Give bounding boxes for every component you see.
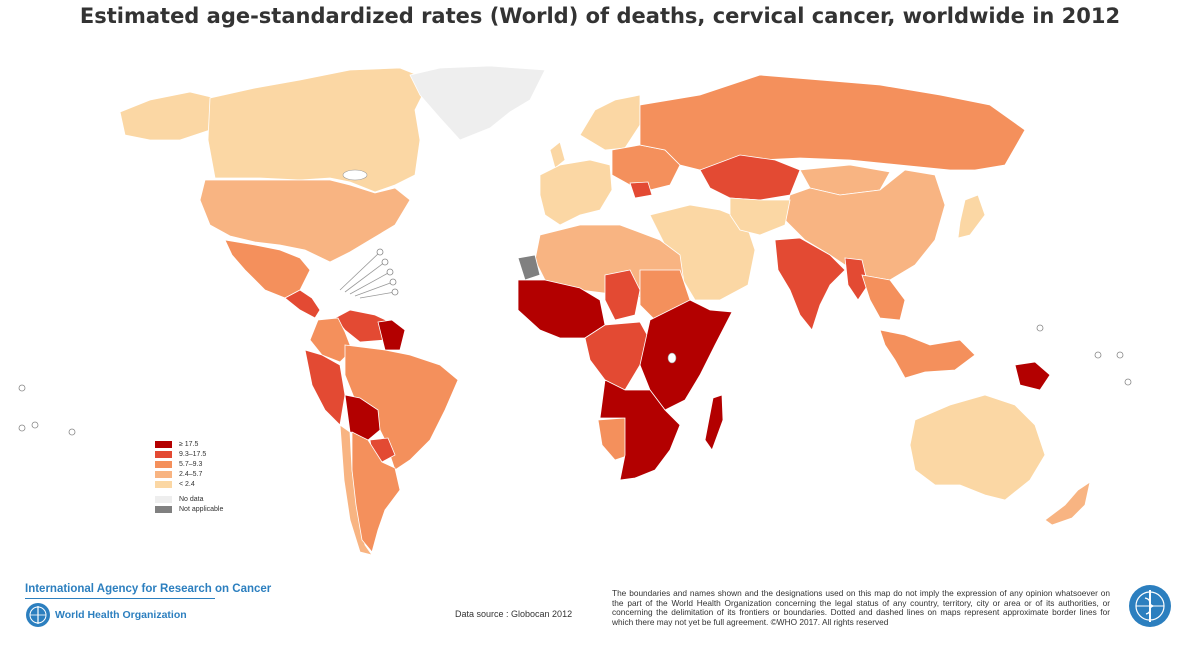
region-central-africa[interactable]	[584, 321, 651, 391]
region-southeast-asia[interactable]	[861, 274, 906, 321]
region-uk[interactable]	[549, 141, 566, 169]
region-russia[interactable]	[639, 74, 1026, 171]
legend-item: < 2.4	[155, 479, 223, 489]
region-east-africa[interactable]	[639, 299, 733, 411]
region-western-europe[interactable]	[539, 159, 613, 226]
legend-swatch	[155, 495, 172, 503]
map-title: Estimated age-standardized rates (World)…	[79, 4, 1121, 28]
map-legend: ≥ 17.5 9.3–17.5 5.7–9.3 2.4–5.7 < 2.4 No…	[155, 439, 223, 514]
legend-swatch	[155, 470, 172, 478]
who-name: World Health Organization	[55, 608, 187, 621]
region-madagascar[interactable]	[704, 394, 724, 451]
region-canada[interactable]	[207, 67, 431, 193]
iarc-name: International Agency for Research on Can…	[25, 583, 272, 595]
legend-swatch	[155, 480, 172, 488]
legend-label: 9.3–17.5	[179, 450, 207, 458]
region-usa[interactable]	[199, 179, 411, 263]
legend-label: < 2.4	[179, 480, 195, 488]
legend-label: 2.4–5.7	[179, 470, 203, 478]
legend-item: 9.3–17.5	[155, 449, 223, 459]
region-peru[interactable]	[304, 349, 346, 426]
legend-swatch	[155, 440, 172, 448]
lake-victoria	[667, 352, 677, 364]
legend-item: 2.4–5.7	[155, 469, 223, 479]
legend-swatch	[155, 450, 172, 458]
region-guyana[interactable]	[377, 319, 406, 351]
legend-label: ≥ 17.5	[179, 440, 199, 448]
legend-label: 5.7–9.3	[179, 460, 203, 468]
region-central-asia[interactable]	[729, 197, 791, 236]
legend-label: Not applicable	[179, 505, 224, 513]
legend-swatch	[155, 505, 172, 513]
who-logo-block: World Health Organization	[25, 602, 187, 628]
region-australia[interactable]	[909, 394, 1046, 501]
legend-item: Not applicable	[155, 504, 223, 514]
disclaimer: The boundaries and names shown and the d…	[612, 588, 1110, 627]
region-scandinavia[interactable]	[579, 94, 641, 151]
who-emblem-icon	[26, 603, 50, 627]
region-india[interactable]	[774, 237, 846, 331]
region-alaska[interactable]	[119, 91, 216, 141]
region-romania[interactable]	[629, 181, 653, 199]
region-myanmar[interactable]	[844, 257, 869, 301]
region-argentina[interactable]	[351, 431, 401, 553]
region-china[interactable]	[784, 169, 946, 281]
legend-item: 5.7–9.3	[155, 459, 223, 469]
caribbean-callouts	[339, 248, 399, 299]
region-chile[interactable]	[339, 424, 373, 556]
great-lakes	[342, 169, 368, 181]
region-papua-new-guinea[interactable]	[1014, 361, 1051, 391]
who-emblem-icon	[1129, 585, 1171, 627]
legend-item: ≥ 17.5	[155, 439, 223, 449]
region-new-zealand[interactable]	[1044, 481, 1091, 526]
region-greenland[interactable]	[409, 65, 546, 141]
legend-label: No data	[179, 495, 204, 503]
region-chad[interactable]	[604, 269, 641, 321]
region-mauritania[interactable]	[517, 254, 541, 281]
legend-item: No data	[155, 494, 223, 504]
legend-swatch	[155, 460, 172, 468]
region-japan[interactable]	[957, 194, 986, 239]
region-southern-africa[interactable]	[599, 379, 681, 481]
region-indonesia[interactable]	[879, 329, 976, 379]
data-source: Data source : Globocan 2012	[455, 609, 573, 619]
iarc-divider	[25, 598, 215, 599]
pacific-island-markers	[18, 324, 1132, 436]
region-central-america[interactable]	[284, 289, 321, 319]
